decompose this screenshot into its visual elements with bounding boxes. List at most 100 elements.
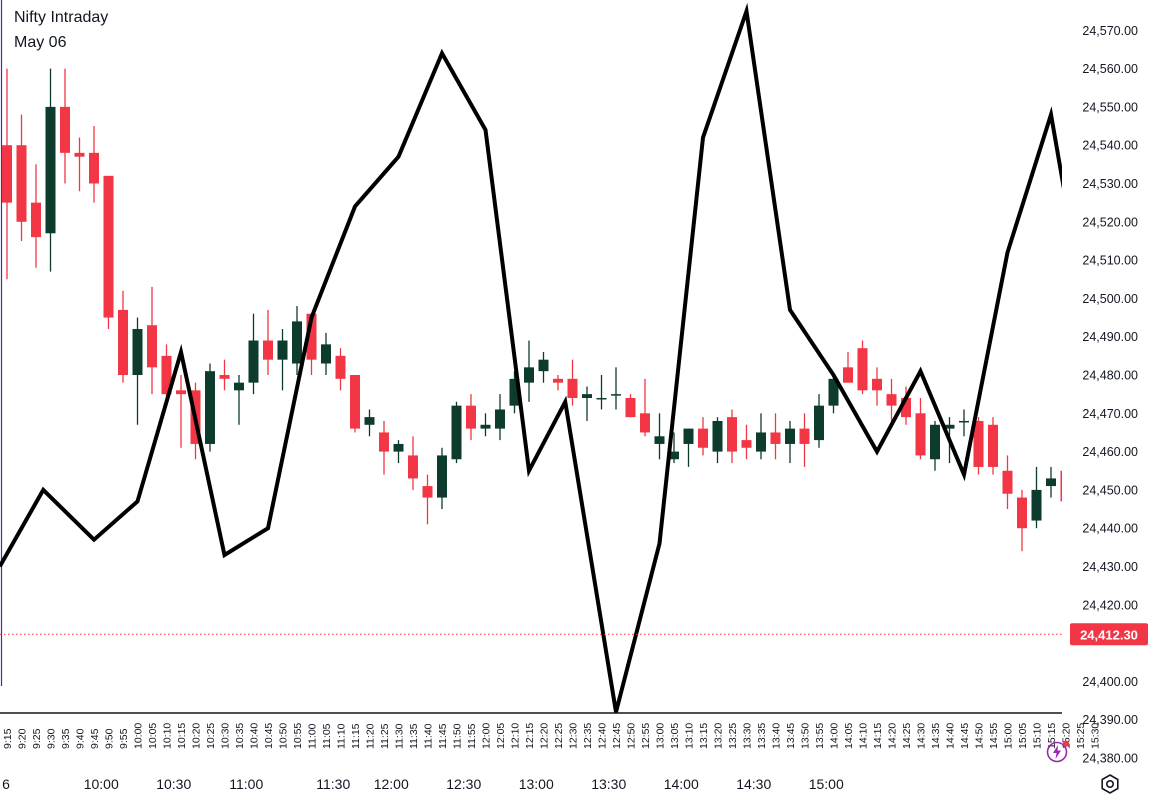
candle-body (988, 424, 998, 467)
candle-body (915, 413, 926, 456)
candle-body (60, 106, 70, 153)
candle (103, 175, 114, 330)
candle (553, 375, 563, 391)
candle-body (74, 152, 85, 157)
candle-time-label: 13:15 (698, 723, 710, 749)
time-tick-label: 12:30 (446, 776, 481, 792)
candle-body (31, 202, 41, 238)
candle-body (1031, 489, 1042, 521)
candle-body (814, 405, 824, 441)
candle (451, 401, 462, 464)
y-tick-label: 24,540.00 (1082, 139, 1138, 153)
gear-icon[interactable] (1098, 772, 1122, 796)
candle (988, 417, 998, 475)
candle (480, 413, 491, 437)
candle-body (234, 382, 244, 391)
time-tick-label: 12:00 (374, 776, 409, 792)
candle (74, 137, 85, 192)
candle (364, 409, 375, 437)
candle-time-label: 14:40 (945, 723, 957, 749)
y-tick-label: 24,490.00 (1082, 330, 1138, 344)
candle-time-label: 11:25 (379, 723, 391, 749)
candle-body (698, 428, 708, 448)
candle-time-label: 10:45 (263, 723, 275, 749)
candle-time-label: 13:45 (785, 723, 797, 749)
candle (176, 375, 186, 448)
y-tick-label: 24,530.00 (1082, 177, 1138, 191)
candle-time-label: 14:00 (829, 723, 841, 749)
candle (132, 317, 143, 425)
candle-time-label: 11:15 (350, 723, 362, 749)
candle-time-label: 13:50 (800, 723, 812, 749)
candle-time-label: 10:10 (162, 723, 174, 749)
candle-time-label: 13:30 (742, 723, 754, 749)
y-tick-label: 24,450.00 (1082, 483, 1138, 497)
candle-time-label: 13:35 (756, 723, 768, 749)
candle (31, 164, 41, 268)
candle-time-label: 15:00 (1003, 723, 1015, 749)
candle (770, 413, 781, 460)
candle (45, 68, 56, 272)
candle-time-label: 12:00 (481, 723, 493, 749)
candle-body (451, 405, 462, 460)
candle-body (669, 451, 679, 460)
candle-body (495, 409, 505, 429)
y-tick-label: 24,560.00 (1082, 62, 1138, 76)
candle-time-label: 15:30 (1090, 723, 1102, 749)
candle-time-label: 10:40 (249, 723, 261, 749)
candle (973, 417, 984, 475)
candle (698, 417, 708, 456)
candle (350, 375, 360, 433)
time-tick-label: 10:00 (84, 776, 119, 792)
candle-body (350, 375, 360, 429)
candle (393, 440, 404, 464)
candle-body (480, 424, 491, 429)
candle-time-label: 13:55 (814, 723, 826, 749)
candle (538, 352, 549, 383)
candle-body (901, 397, 911, 418)
candle-body (118, 309, 128, 375)
candle-time-label: 10:30 (220, 723, 232, 749)
candle (741, 424, 752, 460)
candle-time-label: 13:40 (771, 723, 783, 749)
time-tick-label: 13:30 (591, 776, 626, 792)
candle (422, 474, 433, 525)
candle (118, 290, 128, 383)
candle-time-label: 11:00 (307, 723, 319, 749)
candle-time-label: 10:00 (133, 723, 145, 749)
candle-time-label: 14:25 (901, 723, 913, 749)
candle (60, 68, 70, 184)
candle-body (828, 378, 839, 406)
time-tick-label: 15:00 (809, 776, 844, 792)
candle-body (321, 344, 331, 364)
candle-time-label: 14:10 (858, 723, 870, 749)
candle-time-label: 14:45 (959, 723, 971, 749)
candle (263, 309, 273, 375)
candle-time-label: 15:10 (1032, 723, 1044, 749)
candle-time-label: 12:25 (553, 723, 565, 749)
candle-time-label: 11:35 (408, 723, 420, 749)
candle-time-label: 9:45 (89, 728, 101, 749)
candle-time-label: 9:20 (17, 728, 29, 749)
candle (408, 436, 418, 490)
candle-body (959, 420, 969, 423)
candle-time-label: 13:10 (684, 723, 696, 749)
candle-time-label: 13:05 (669, 723, 681, 749)
candle-time-label: 15:05 (1017, 723, 1029, 749)
candle-body (770, 432, 781, 444)
candle (930, 420, 940, 471)
candle (727, 409, 737, 464)
candle-time-label: 14:55 (988, 723, 1000, 749)
candle-time-label: 12:40 (597, 723, 609, 749)
candle-body (785, 428, 795, 444)
candle-body (930, 424, 940, 460)
candle-time-label: 11:45 (437, 723, 449, 749)
candle-body (16, 145, 27, 222)
candle (1031, 466, 1042, 529)
candle-time-label: 14:30 (916, 723, 928, 749)
candle-body (422, 486, 433, 498)
candle (509, 371, 520, 414)
lightning-bolt-icon[interactable] (1045, 740, 1069, 764)
time-tick-label: 11:00 (229, 776, 263, 792)
candle (147, 286, 157, 395)
